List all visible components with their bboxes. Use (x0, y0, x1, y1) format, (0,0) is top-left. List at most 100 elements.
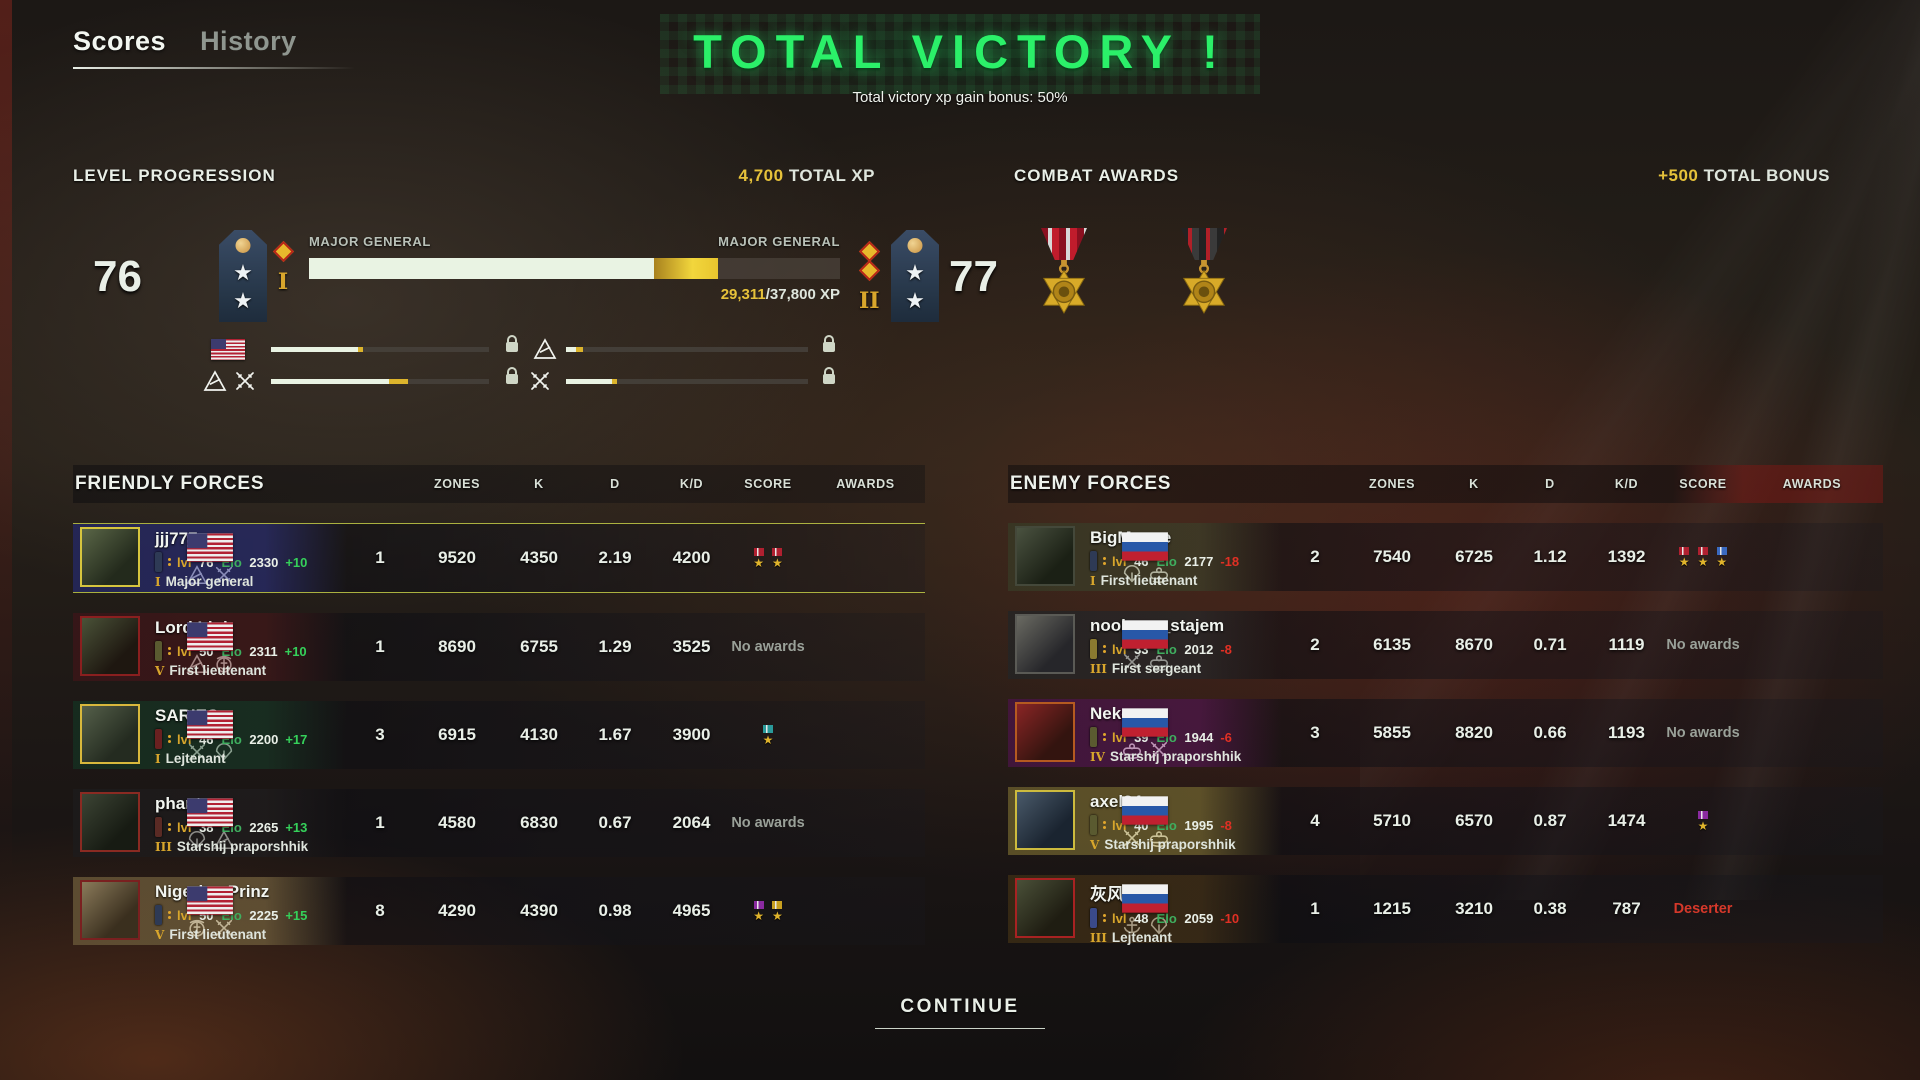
stat-kd-ratio: 1.67 (598, 725, 632, 744)
faction-column (1008, 530, 1282, 585)
column-header-d: D (610, 477, 620, 491)
player-row-noob_so_stajem[interactable]: noob_so_stajem lvl 33 Elo 2012 -8 IIIFir… (1008, 611, 1883, 679)
airborne-badge-icon (1121, 563, 1143, 585)
faction-column (1008, 706, 1282, 761)
stat-zones: 8 (375, 901, 385, 920)
stat-zones: 2 (1310, 547, 1320, 566)
insignia-dots-icon (1103, 733, 1106, 741)
stat-kills: 5710 (1373, 811, 1411, 830)
player-meta: lvl 76 Elo 2330 +10 (155, 552, 345, 572)
victory-banner: TOTAL VICTORY ! Total victory xp gain bo… (0, 14, 1920, 106)
player-avatar (1015, 526, 1075, 586)
player-row-jjj777[interactable]: jjj777 lvl 76 Elo 2330 +10 I Major genera… (73, 523, 925, 593)
insignia-dots-icon (168, 735, 171, 743)
column-header-score: SCORE (1679, 477, 1727, 491)
stat-score: 1474 (1607, 811, 1646, 830)
tab-scores[interactable]: Scores (73, 26, 167, 56)
continue-button[interactable]: CONTINUE (900, 996, 1020, 1017)
award-medal-icon: ★ (772, 547, 783, 569)
mountain-badge-icon (533, 337, 557, 361)
awards-cell: No awards (730, 639, 806, 655)
stat-kills: 8690 (438, 637, 476, 656)
player-row-Neko[interactable]: Neko lvl 39 Elo 1944 -6 IV Starshij prapo… (1008, 699, 1883, 767)
stat-score: 4200 (672, 548, 711, 567)
player-row-灰风[interactable]: 灰风 lvl 48 Elo 2059 -10 III Lejtenant 1 1215… (1008, 875, 1883, 945)
column-header-k-d: K/D (679, 477, 704, 491)
victory-matrix-backdrop (660, 14, 1260, 94)
lock-icon (823, 367, 835, 384)
armor-badge-icon (1121, 739, 1143, 761)
faction-progress-bar (566, 379, 808, 384)
player-row-Nigerian Prinz[interactable]: Nigerian Prinz lvl 50 Elo 2225 +15 VFirs… (73, 877, 925, 945)
level-progression-heading: LEVEL PROGRESSION (73, 166, 276, 185)
player-row-Lord Link[interactable]: Lord Link lvl 50 Elo 2311 +10 VFirst lie… (73, 613, 925, 681)
stat-score: 1392 (1607, 547, 1646, 566)
level-progression-panel: 76 ★ ★ I MAJOR GENERAL MAJOR GENERAL 29,3… (73, 220, 998, 340)
insignia-chip-icon (155, 641, 162, 661)
player-row-axel34[interactable]: axel34 lvl 40 Elo 1995 -8 V Starshij prap… (1008, 787, 1883, 855)
stat-kd-ratio: 0.71 (1533, 635, 1567, 654)
faction-progress-bar (271, 347, 489, 352)
stat-deaths: 6830 (520, 813, 558, 832)
diamond-icon (858, 259, 880, 282)
swords-badge-icon (1148, 739, 1170, 761)
player-row-phantasy[interactable]: phantasy lvl 38 Elo 2265 +13 IIIStarshij… (73, 789, 925, 857)
victory-title: TOTAL VICTORY ! (693, 25, 1227, 78)
stat-deaths: 4390 (520, 901, 558, 920)
column-header-awards: AWARDS (1782, 477, 1842, 491)
insignia-chip-icon (1090, 908, 1097, 928)
tabs-underline (73, 67, 355, 69)
stat-score: 3900 (672, 725, 711, 744)
tab-history[interactable]: History (200, 26, 297, 56)
player-avatar (1015, 614, 1075, 674)
diamond-icon (272, 240, 294, 263)
awards-cell: ★ ★ (730, 900, 806, 922)
stat-zones: 3 (375, 725, 385, 744)
enemy-header: ENEMY FORCES ZONES K D K/D SCORE AWARDS (1008, 465, 1883, 503)
stat-deaths: 4350 (520, 548, 558, 567)
stat-score: 2064 (672, 813, 711, 832)
xp-progress-text: 29,311/37,800 XP (720, 286, 840, 303)
stat-score: 1119 (1608, 635, 1645, 654)
stat-kd-ratio: 0.98 (598, 901, 632, 920)
lock-icon (506, 335, 518, 352)
russia-flag-icon (1122, 619, 1168, 649)
russia-flag-icon (1122, 707, 1168, 737)
faction-progress-bars (73, 335, 953, 400)
stat-zones: 1 (375, 548, 385, 567)
faction-progress-bar (566, 347, 808, 352)
us-flag-icon (187, 797, 233, 827)
scales-star-medal-icon (1036, 228, 1092, 314)
stat-kills: 4580 (438, 813, 476, 832)
continue-underline (875, 1028, 1045, 1029)
stat-deaths: 3210 (1455, 899, 1493, 918)
player-rank: I Lejtenant (155, 751, 226, 766)
player-meta: lvl 33 Elo 2012 -8 (1090, 639, 1280, 659)
insignia-dots-icon (1103, 821, 1106, 829)
award-medal-icon: ★ (1716, 546, 1727, 568)
column-header-k: K (1469, 477, 1479, 491)
column-header-score: SCORE (744, 477, 792, 491)
faction-progress-row (73, 367, 953, 394)
no-awards-label: No awards (1666, 637, 1740, 653)
stat-kills: 1215 (1373, 899, 1411, 918)
stat-kd-ratio: 0.67 (598, 813, 632, 832)
insignia-dots-icon (168, 558, 171, 566)
awards-cell: ★ (730, 724, 806, 746)
stat-deaths: 6755 (520, 637, 558, 656)
stat-score: 4965 (672, 901, 711, 920)
player-rank: III Starshij praporshhik (155, 839, 309, 854)
awards-cell: ★ ★ (730, 547, 806, 569)
us-flag-icon (211, 338, 245, 360)
player-rank: I Major general (155, 574, 254, 589)
insignia-dots-icon (168, 823, 171, 831)
awards-cell: ★ (1665, 810, 1741, 832)
player-rank: III First sergeant (1090, 661, 1202, 676)
next-rank-label: MAJOR GENERAL (718, 234, 840, 249)
player-name: 灰风 (1090, 885, 1124, 904)
insignia-chip-icon (155, 729, 162, 749)
results-tabs: Scores History (73, 26, 373, 69)
awards-cell: ★ ★ ★ (1665, 546, 1741, 568)
